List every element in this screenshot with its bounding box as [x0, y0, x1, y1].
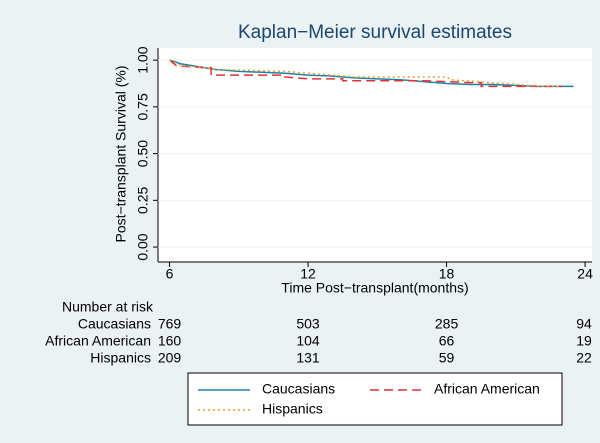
- risk-value: 59: [439, 350, 455, 366]
- x-tick-label: 24: [577, 266, 593, 282]
- risk-value: 131: [296, 350, 320, 366]
- plot-area: [158, 48, 592, 262]
- x-tick-label: 6: [166, 266, 174, 282]
- risk-value: 285: [435, 316, 459, 332]
- y-tick-label: 0.50: [135, 140, 151, 167]
- risk-value: 104: [296, 333, 320, 349]
- risk-value: 769: [158, 316, 182, 332]
- y-axis-label: Post−transplant Survival (%): [113, 65, 129, 242]
- chart-title: Kaplan−Meier survival estimates: [238, 22, 512, 43]
- survival-line: [169, 59, 562, 88]
- x-tick-label: 12: [300, 266, 316, 282]
- risk-value: 209: [158, 350, 182, 366]
- y-tick-label: 1.00: [135, 46, 151, 73]
- survival-line: [169, 59, 574, 88]
- legend-label: Caucasians: [262, 381, 335, 397]
- risk-value: 94: [576, 316, 592, 332]
- risk-value: 503: [296, 316, 320, 332]
- x-tick-label: 18: [439, 266, 455, 282]
- risk-value: 160: [158, 333, 182, 349]
- legend-label: African American: [434, 381, 540, 397]
- x-axis-label: Time Post−transplant(months): [281, 280, 468, 296]
- risk-row-label: Caucasians: [78, 316, 151, 332]
- risk-title: Number at risk: [62, 299, 154, 315]
- y-tick-label: 0.75: [135, 93, 151, 120]
- y-tick-label: 0.25: [135, 186, 151, 213]
- risk-value: 22: [576, 350, 592, 366]
- risk-value: 19: [576, 333, 592, 349]
- y-tick-label: 0.00: [135, 233, 151, 260]
- risk-row-label: African American: [45, 333, 151, 349]
- legend: [187, 372, 563, 426]
- risk-value: 66: [439, 333, 455, 349]
- risk-row-label: Hispanics: [90, 350, 151, 366]
- legend-label: Hispanics: [262, 401, 323, 417]
